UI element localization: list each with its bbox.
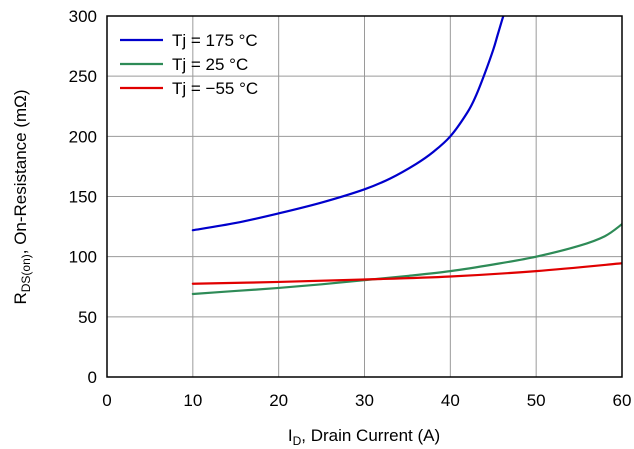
x-tick-label: 50 [527, 391, 546, 410]
x-tick-label: 60 [613, 391, 632, 410]
legend-label: Tj = 175 °C [172, 31, 258, 50]
legend-item-175c: Tj = 175 °C [120, 31, 258, 50]
x-tick-label: 20 [269, 391, 288, 410]
plot-area-frame [106, 15, 623, 378]
series-line-25c [191, 223, 622, 296]
y-tick-label: 150 [69, 188, 97, 207]
x-tick-label: 10 [183, 391, 202, 410]
x-axis-label: ID, Drain Current (A) [288, 426, 440, 448]
tick-labels: 0 10 20 30 40 50 60 0 50 100 150 200 250 300 [69, 7, 632, 410]
y-tick-label: 200 [69, 127, 97, 146]
legend-label: Tj = 25 °C [172, 55, 248, 74]
legend-item-minus55c: Tj = −55 °C [120, 79, 258, 98]
legend-item-25c: Tj = 25 °C [120, 55, 248, 74]
legend-label: Tj = −55 °C [172, 79, 258, 98]
series-line-minus55c [191, 262, 622, 285]
y-tick-label: 300 [69, 7, 97, 26]
x-tick-label: 0 [102, 391, 111, 410]
y-axis-label: RDS(on), On-Resistance (mΩ) [11, 89, 33, 304]
series-line-175c [191, 16, 505, 232]
series-group [191, 16, 622, 296]
legend: Tj = 175 °C Tj = 25 °C Tj = −55 °C [120, 31, 258, 98]
y-tick-label: 50 [78, 308, 97, 327]
grid [107, 16, 622, 377]
x-tick-label: 30 [355, 391, 374, 410]
x-tick-label: 40 [441, 391, 460, 410]
y-tick-label: 250 [69, 67, 97, 86]
y-tick-label: 100 [69, 248, 97, 267]
y-tick-label: 0 [88, 368, 97, 387]
